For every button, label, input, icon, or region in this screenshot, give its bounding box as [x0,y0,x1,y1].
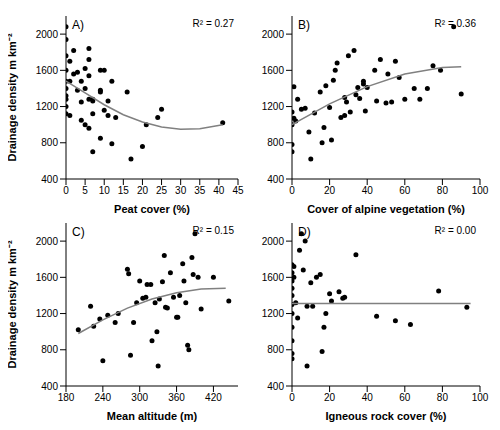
svg-text:800: 800 [267,137,284,148]
svg-text:40: 40 [362,392,374,403]
svg-text:1600: 1600 [36,65,59,76]
svg-text:1200: 1200 [36,308,59,319]
html-text:R² = 0.27: R² = 0.27 [192,18,234,29]
svg-text:1200: 1200 [36,101,59,112]
svg-text:10: 10 [99,185,111,196]
svg-text:1600: 1600 [262,65,285,76]
svg-text:360: 360 [168,392,185,403]
svg-text:Mean altitude (m): Mean altitude (m) [107,410,198,422]
svg-text:800: 800 [267,344,284,355]
svg-text:400: 400 [41,381,58,392]
svg-text:80: 80 [437,185,449,196]
svg-text:300: 300 [131,392,148,403]
html-text:C): C) [72,225,85,239]
svg-text:2000: 2000 [36,29,59,40]
svg-text:20: 20 [324,392,336,403]
svg-text:1200: 1200 [262,308,285,319]
html-text:R² = 0.36: R² = 0.36 [434,18,476,29]
svg-text:100: 100 [472,185,489,196]
svg-text:2000: 2000 [262,29,285,40]
svg-text:80: 80 [437,392,449,403]
svg-text:0: 0 [289,185,295,196]
svg-text:1600: 1600 [36,272,59,283]
svg-text:Drainage density m km⁻²: Drainage density m km⁻² [8,33,18,161]
svg-text:40: 40 [213,185,225,196]
html-text:B): B) [298,18,310,32]
svg-text:800: 800 [41,344,58,355]
svg-text:100: 100 [472,392,489,403]
svg-text:800: 800 [41,137,58,148]
html-text:A): A) [72,18,84,32]
svg-text:400: 400 [267,381,284,392]
svg-text:40: 40 [362,185,374,196]
svg-text:25: 25 [156,185,168,196]
svg-text:0: 0 [63,185,69,196]
svg-text:Igneous rock cover (%): Igneous rock cover (%) [325,410,446,422]
svg-text:1200: 1200 [262,101,285,112]
html-text:D): D) [298,225,311,239]
svg-text:240: 240 [95,392,112,403]
svg-text:2000: 2000 [262,236,285,247]
svg-text:180: 180 [58,392,75,403]
svg-text:400: 400 [41,174,58,185]
svg-text:2000: 2000 [36,236,59,247]
svg-text:0: 0 [289,392,295,403]
svg-text:15: 15 [118,185,130,196]
svg-text:1600: 1600 [262,272,285,283]
svg-text:420: 420 [205,392,222,403]
svg-text:400: 400 [267,174,284,185]
svg-text:30: 30 [175,185,187,196]
html-text:R² = 0.00: R² = 0.00 [434,225,476,236]
svg-text:5: 5 [82,185,88,196]
svg-text:Peat cover (%): Peat cover (%) [114,203,190,215]
svg-text:20: 20 [324,185,336,196]
svg-text:35: 35 [194,185,206,196]
svg-text:45: 45 [232,185,244,196]
svg-text:60: 60 [399,185,411,196]
html-text:R² = 0.15: R² = 0.15 [192,225,234,236]
svg-text:Drainage density m km⁻²: Drainage density m km⁻² [8,240,18,368]
svg-text:20: 20 [137,185,149,196]
svg-text:60: 60 [399,392,411,403]
svg-text:Cover of alpine vegetation (%): Cover of alpine vegetation (%) [307,203,465,215]
